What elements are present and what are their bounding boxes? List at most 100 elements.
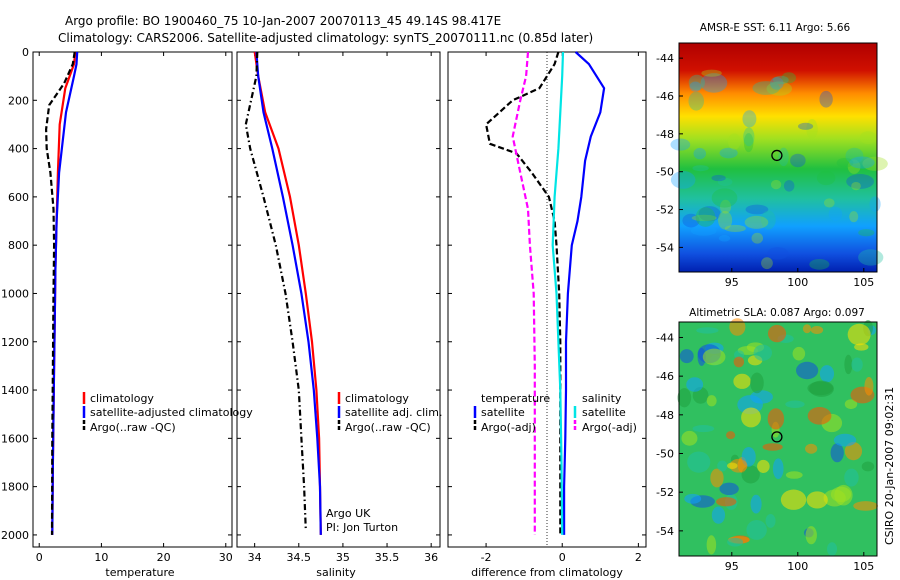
sla-texture-blob xyxy=(733,373,751,389)
sla-texture-blob xyxy=(785,471,803,479)
sla-texture-blob xyxy=(753,344,772,361)
map-ytick-label: -44 xyxy=(656,331,674,344)
sla-texture-blob xyxy=(844,442,863,461)
sla-texture-blob xyxy=(819,365,835,383)
sla-texture-blob xyxy=(679,349,694,364)
sla-texture-blob xyxy=(805,526,817,545)
sst-map-ticks: 95 100 105 -44 -46 -48 -50 -52 -54 xyxy=(656,52,874,289)
annotation-argo-uk: Argo UK xyxy=(326,507,371,520)
sla-texture-blob xyxy=(750,372,764,394)
sla-texture-blob xyxy=(807,381,834,396)
sst-texture-blob xyxy=(778,147,789,167)
sla-texture-blob xyxy=(851,357,863,372)
sla-texture-blob xyxy=(746,519,767,540)
sst-texture-blob xyxy=(727,133,741,150)
legend-label-satellite: satellite-adjusted climatology xyxy=(90,406,253,419)
figure-title: Argo profile: BO 1900460_75 10-Jan-2007 … xyxy=(65,14,501,28)
map-ytick-label: -54 xyxy=(656,241,674,254)
temperature-axes xyxy=(32,51,233,548)
sla-texture-blob xyxy=(727,537,744,547)
sla-texture-blob xyxy=(792,346,806,361)
series-line-salinity-satellite xyxy=(551,51,565,535)
sla-texture-blob xyxy=(719,482,739,495)
legend-label-sal-satellite: satellite xyxy=(582,406,626,419)
sla-map-title: Altimetric SLA: 0.087 Argo: 0.097 xyxy=(689,307,865,319)
difference-legend: temperature satellite Argo(-adj) salinit… xyxy=(473,392,637,434)
sst-texture-blob xyxy=(670,170,696,189)
sla-texture-blob xyxy=(729,458,748,473)
sla-texture-blob xyxy=(692,425,715,433)
sla-texture-blob xyxy=(726,431,736,440)
sla-texture-blob xyxy=(802,324,812,334)
sst-texture-blob xyxy=(761,210,776,230)
legend-label-argo: Argo(..raw -QC) xyxy=(345,421,431,434)
sla-texture-blob xyxy=(687,451,711,473)
xtick-label: 30 xyxy=(219,551,233,564)
sla-texture-blob xyxy=(780,489,807,510)
ytick-label: 2000 xyxy=(1,529,29,542)
sst-texture-blob xyxy=(849,156,875,169)
sla-texture-blob xyxy=(767,408,785,430)
ytick-label: 600 xyxy=(8,191,29,204)
sst-texture-blob xyxy=(670,138,691,151)
map-ytick-label: -46 xyxy=(656,370,674,383)
ytick-label: 0 xyxy=(22,46,29,59)
sst-texture-blob xyxy=(700,73,728,93)
map-ytick-label: -50 xyxy=(656,448,674,461)
map-ytick-label: -48 xyxy=(656,409,674,422)
sst-texture-blob xyxy=(744,215,769,229)
sla-texture-blob xyxy=(750,494,762,514)
sla-texture-blob xyxy=(827,542,838,556)
xtick-label: 20 xyxy=(157,551,171,564)
difference-panel: -2 0 2 difference from climatology tempera… xyxy=(447,51,647,579)
sla-texture-blob xyxy=(677,388,692,408)
sla-texture-blob xyxy=(729,318,746,336)
sst-texture-blob xyxy=(701,69,722,77)
sst-texture-blob xyxy=(823,198,835,208)
sst-texture-blob xyxy=(711,188,738,208)
map-xtick-label: 100 xyxy=(787,276,808,289)
sst-texture-blob xyxy=(761,257,773,270)
sla-texture-blob xyxy=(844,468,859,487)
temperature-panel: 0 10 20 30 0 200 400 600 800 1000 1200 1400 1600 1800… xyxy=(1,46,253,579)
sst-texture-blob xyxy=(862,156,888,171)
xtick-label: 35.5 xyxy=(375,551,400,564)
sst-texture-blob xyxy=(858,229,875,237)
map-ytick-label: -54 xyxy=(656,525,674,538)
sst-map-panel: AMSR-E SST: 6.11 Argo: 5.66 95 100 105 -44 -… xyxy=(656,22,888,289)
sst-texture-blob xyxy=(724,224,746,233)
sst-texture-blob xyxy=(743,133,754,153)
map-ytick-label: -50 xyxy=(656,166,674,179)
ytick-label: 200 xyxy=(8,94,29,107)
legend-group-salinity: salinity xyxy=(582,392,622,405)
sst-map-title: AMSR-E SST: 6.11 Argo: 5.66 xyxy=(700,22,851,34)
ytick-label: 1200 xyxy=(1,336,29,349)
series-line-temperature-argo-adj xyxy=(485,51,562,535)
sst-texture-blob xyxy=(847,159,861,174)
sla-texture-blob xyxy=(750,390,773,404)
series-line-satellite-adj-clim xyxy=(255,51,322,535)
xtick-label: 36 xyxy=(424,551,438,564)
sla-texture-blob xyxy=(807,407,832,425)
sla-texture-blob xyxy=(806,491,828,509)
ytick-label: 800 xyxy=(8,239,29,252)
sst-texture-blob xyxy=(766,81,793,96)
temperature-legend: climatology satellite-adjusted climatolo… xyxy=(82,392,253,434)
sla-texture-blob xyxy=(844,354,853,375)
sla-texture-blob xyxy=(681,430,698,446)
sla-texture-blob xyxy=(765,513,776,528)
sst-texture-blob xyxy=(688,91,705,111)
series-line-argo-raw-qc xyxy=(44,51,76,535)
sla-texture-blob xyxy=(757,459,770,473)
legend-label-sal-argo: Argo(-adj) xyxy=(582,421,637,434)
sst-texture-blob xyxy=(783,180,795,192)
sla-texture-blob xyxy=(833,433,857,447)
watermark: CSIRO 20-Jan-2007 09:02:31 xyxy=(883,387,896,545)
sst-texture-blob xyxy=(770,179,782,190)
xtick-label: 34.5 xyxy=(287,551,312,564)
series-line-satellite-adjusted-climatology xyxy=(51,51,79,535)
legend-label-satellite: satellite adj. clim. xyxy=(345,406,442,419)
xtick-label: -2 xyxy=(481,551,492,564)
map-ytick-label: -46 xyxy=(656,90,674,103)
